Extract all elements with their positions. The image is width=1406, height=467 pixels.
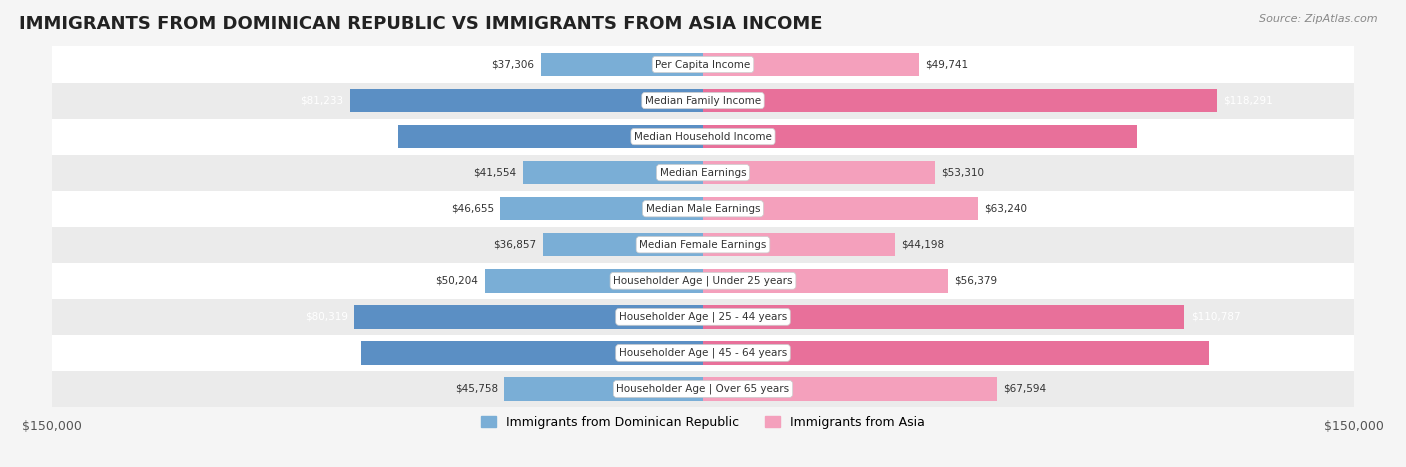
Bar xyxy=(360,341,703,365)
Text: $118,291: $118,291 xyxy=(1223,96,1272,106)
Text: Householder Age | Under 25 years: Householder Age | Under 25 years xyxy=(613,276,793,286)
Bar xyxy=(52,371,1354,407)
Text: $36,857: $36,857 xyxy=(494,240,537,250)
Bar xyxy=(52,83,1354,119)
Text: Median Household Income: Median Household Income xyxy=(634,132,772,142)
Bar xyxy=(703,341,1209,365)
Text: Householder Age | 45 - 64 years: Householder Age | 45 - 64 years xyxy=(619,347,787,358)
Legend: Immigrants from Dominican Republic, Immigrants from Asia: Immigrants from Dominican Republic, Immi… xyxy=(477,411,929,434)
Bar xyxy=(52,227,1354,263)
Bar xyxy=(703,377,997,401)
Bar xyxy=(52,335,1354,371)
Text: $78,836: $78,836 xyxy=(311,348,354,358)
Text: Median Female Earnings: Median Female Earnings xyxy=(640,240,766,250)
Bar xyxy=(703,125,1137,149)
Bar xyxy=(703,269,948,292)
Bar xyxy=(523,161,703,184)
Text: Householder Age | Over 65 years: Householder Age | Over 65 years xyxy=(616,384,790,394)
Text: $41,554: $41,554 xyxy=(472,168,516,177)
Text: $63,240: $63,240 xyxy=(984,204,1028,214)
Bar xyxy=(354,305,703,329)
Bar xyxy=(52,47,1354,83)
Bar xyxy=(52,299,1354,335)
Text: Per Capita Income: Per Capita Income xyxy=(655,59,751,70)
Text: $37,306: $37,306 xyxy=(492,59,534,70)
Text: $80,319: $80,319 xyxy=(305,312,347,322)
Text: $110,787: $110,787 xyxy=(1191,312,1240,322)
Bar xyxy=(52,263,1354,299)
Bar xyxy=(485,269,703,292)
Text: $67,594: $67,594 xyxy=(1002,384,1046,394)
Bar xyxy=(703,197,977,220)
Text: $81,233: $81,233 xyxy=(301,96,343,106)
Bar xyxy=(398,125,703,149)
Text: Median Earnings: Median Earnings xyxy=(659,168,747,177)
Text: $70,208: $70,208 xyxy=(349,132,392,142)
Bar xyxy=(543,233,703,256)
Bar xyxy=(52,155,1354,191)
Text: IMMIGRANTS FROM DOMINICAN REPUBLIC VS IMMIGRANTS FROM ASIA INCOME: IMMIGRANTS FROM DOMINICAN REPUBLIC VS IM… xyxy=(20,15,823,33)
Text: $49,741: $49,741 xyxy=(925,59,969,70)
Text: $50,204: $50,204 xyxy=(436,276,478,286)
Bar xyxy=(501,197,703,220)
Text: Source: ZipAtlas.com: Source: ZipAtlas.com xyxy=(1260,14,1378,24)
Text: Median Male Earnings: Median Male Earnings xyxy=(645,204,761,214)
Text: $99,933: $99,933 xyxy=(1143,132,1187,142)
Bar xyxy=(541,53,703,76)
Text: $116,566: $116,566 xyxy=(1216,348,1265,358)
Bar xyxy=(350,89,703,112)
Text: Median Family Income: Median Family Income xyxy=(645,96,761,106)
Bar xyxy=(703,89,1216,112)
Text: $44,198: $44,198 xyxy=(901,240,945,250)
Bar xyxy=(703,53,920,76)
Bar xyxy=(703,305,1184,329)
Bar xyxy=(505,377,703,401)
Bar xyxy=(703,233,896,256)
Text: $53,310: $53,310 xyxy=(941,168,984,177)
Text: Householder Age | 25 - 44 years: Householder Age | 25 - 44 years xyxy=(619,311,787,322)
Bar xyxy=(52,191,1354,227)
Text: $46,655: $46,655 xyxy=(451,204,494,214)
Bar xyxy=(52,119,1354,155)
Text: $45,758: $45,758 xyxy=(454,384,498,394)
Text: $56,379: $56,379 xyxy=(955,276,997,286)
Bar xyxy=(703,161,935,184)
